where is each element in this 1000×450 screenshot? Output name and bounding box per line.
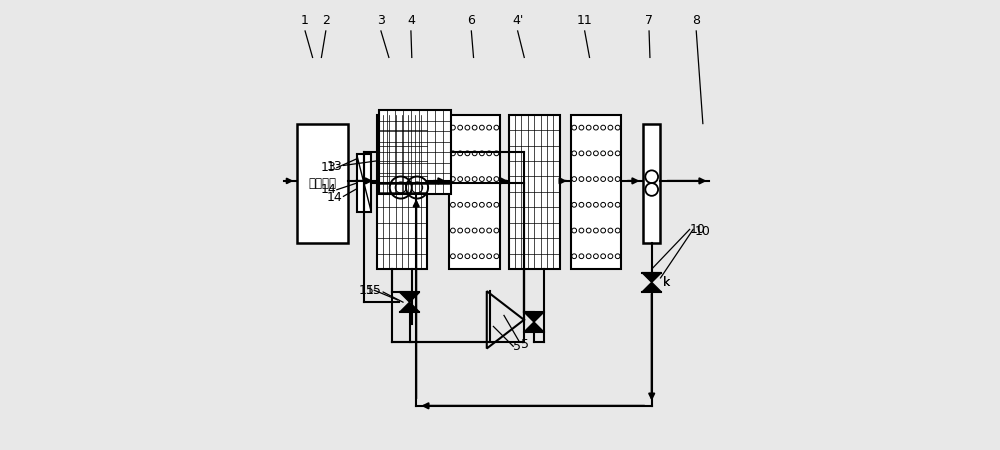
Text: 14: 14 xyxy=(327,191,343,204)
Bar xyxy=(509,115,560,269)
Text: 3: 3 xyxy=(377,14,385,27)
Text: 4': 4' xyxy=(512,14,523,27)
Text: 7: 7 xyxy=(645,14,653,27)
Bar xyxy=(377,115,427,269)
Bar xyxy=(571,115,621,269)
Text: 5: 5 xyxy=(521,338,529,351)
Bar xyxy=(379,110,451,194)
Text: 6: 6 xyxy=(467,14,475,27)
Text: 5: 5 xyxy=(513,340,521,353)
Polygon shape xyxy=(400,302,419,312)
Text: 13: 13 xyxy=(327,160,343,173)
Text: 13: 13 xyxy=(321,161,337,174)
Text: 15: 15 xyxy=(366,284,382,297)
Text: 4: 4 xyxy=(407,14,415,27)
Text: 粗效过滤: 粗效过滤 xyxy=(308,176,336,189)
Bar xyxy=(357,154,371,212)
Bar xyxy=(449,115,500,269)
Polygon shape xyxy=(642,273,661,282)
Text: 1: 1 xyxy=(301,14,309,27)
Text: 15: 15 xyxy=(358,284,374,297)
Text: 10: 10 xyxy=(695,225,711,238)
Bar xyxy=(643,124,660,243)
Polygon shape xyxy=(524,322,544,332)
Polygon shape xyxy=(524,312,544,322)
Text: 8: 8 xyxy=(692,14,700,27)
Text: 11: 11 xyxy=(577,14,593,27)
Bar xyxy=(297,124,348,243)
Text: 10: 10 xyxy=(690,223,706,236)
Text: k: k xyxy=(663,276,670,289)
Polygon shape xyxy=(642,282,661,292)
Text: 14: 14 xyxy=(321,183,337,196)
Text: k: k xyxy=(663,276,670,289)
Polygon shape xyxy=(400,292,419,302)
Text: 2: 2 xyxy=(322,14,330,27)
